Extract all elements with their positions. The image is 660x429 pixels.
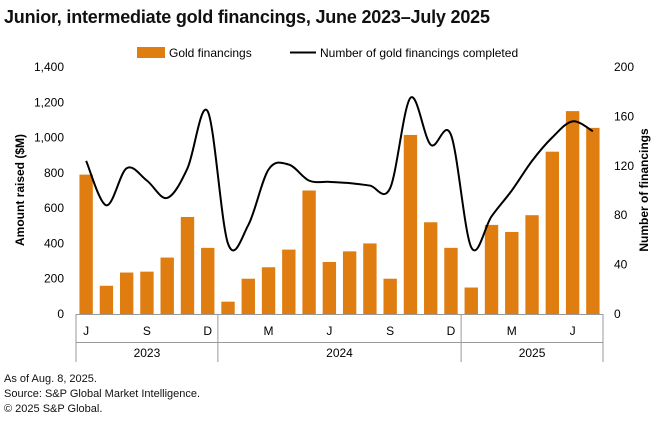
- y2-tick-label: 120: [614, 159, 634, 173]
- footnotes: As of Aug. 8, 2025. Source: S&P Global M…: [4, 372, 200, 417]
- bar: [261, 267, 276, 314]
- note-source: Source: S&P Global Market Intelligence.: [4, 388, 201, 400]
- y-axis-title: Amount raised ($M): [13, 134, 27, 246]
- bar: [302, 190, 316, 314]
- x-tick-label: S: [386, 324, 394, 338]
- y-tick-label: 600: [44, 201, 64, 215]
- bar: [119, 272, 134, 314]
- bar: [79, 174, 93, 314]
- y-tick-label: 0: [57, 307, 64, 321]
- bar: [403, 134, 418, 314]
- x-tick-label: D: [203, 324, 212, 338]
- legend-label-number-of-financings: Number of gold financings completed: [320, 46, 518, 60]
- bar: [383, 278, 397, 314]
- y2-tick-label: 160: [614, 109, 634, 123]
- x-tick-label: J: [326, 324, 332, 338]
- bar: [545, 151, 560, 314]
- y-tick-label: 1,400: [34, 60, 64, 74]
- y2-tick-label: 80: [614, 208, 628, 222]
- legend: Gold financings Number of gold financing…: [137, 46, 518, 60]
- y-tick-label: 1,200: [34, 95, 64, 109]
- bar: [180, 216, 195, 314]
- bar: [525, 215, 539, 314]
- bar: [201, 247, 215, 314]
- year-label: 2024: [326, 346, 353, 360]
- bar: [342, 251, 357, 314]
- bar: [484, 224, 499, 314]
- bar: [221, 301, 235, 314]
- bar: [444, 247, 458, 314]
- left-axis: 0 200 400 600 800 1,000 1,200 1,400: [34, 60, 64, 321]
- chart-title: Junior, intermediate gold financings, Ju…: [4, 7, 490, 27]
- x-tick-label: J: [83, 324, 89, 338]
- bar: [505, 231, 519, 314]
- bar: [586, 127, 600, 314]
- bar: [99, 285, 114, 314]
- y2-tick-label: 200: [614, 60, 634, 74]
- x-tick-label: M: [264, 324, 274, 338]
- note-copyright: © 2025 S&P Global.: [4, 403, 103, 415]
- secondary-y-axis-title: Number of financings: [637, 128, 651, 252]
- right-axis: 0 40 80 120 160 200: [614, 60, 634, 321]
- bar: [241, 278, 255, 314]
- x-axis: J S D M J S D M J 2023 2024 2025: [75, 314, 604, 362]
- x-tick-label: J: [570, 324, 576, 338]
- x-tick-label: S: [143, 324, 151, 338]
- bar: [322, 261, 337, 314]
- x-tick-label: D: [447, 324, 456, 338]
- bar: [160, 257, 174, 314]
- x-tick-label: M: [507, 324, 517, 338]
- bar: [464, 287, 478, 314]
- line-series: [85, 96, 594, 252]
- bar-series: [79, 111, 600, 314]
- note-as-of: As of Aug. 8, 2025.: [4, 373, 97, 385]
- year-label: 2023: [134, 346, 161, 360]
- y2-tick-label: 40: [614, 258, 628, 272]
- y-tick-label: 400: [44, 236, 64, 250]
- y-tick-label: 200: [44, 272, 64, 286]
- bar: [140, 271, 154, 314]
- legend-swatch-gold-financings: [137, 47, 165, 58]
- y-tick-label: 1,000: [34, 131, 64, 145]
- bar: [565, 111, 580, 314]
- legend-label-gold-financings: Gold financings: [169, 46, 252, 60]
- bar: [282, 249, 296, 314]
- bar: [363, 243, 377, 314]
- bar: [424, 222, 438, 314]
- y2-tick-label: 0: [614, 307, 621, 321]
- year-label: 2025: [519, 346, 546, 360]
- y-tick-label: 800: [44, 166, 64, 180]
